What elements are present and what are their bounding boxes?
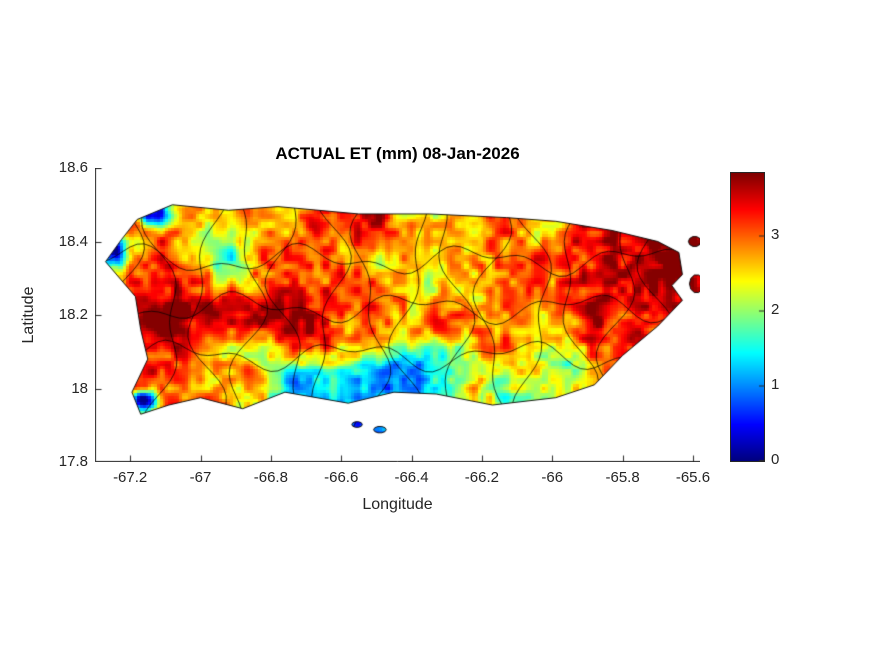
x-axis-label: Longitude (362, 496, 433, 513)
x-tick-label: -67 (189, 469, 212, 486)
x-tick-label: -65.8 (605, 469, 640, 486)
map-canvas (95, 168, 700, 462)
x-tick-label: -67.2 (113, 469, 148, 486)
y-tick-label: 18 (71, 379, 88, 397)
colorbar-tick-label: 1 (771, 376, 780, 393)
y-tick-label: 18.2 (58, 306, 88, 323)
colorbar-tick-label: 2 (771, 301, 780, 318)
x-tick-label: -66.8 (253, 469, 288, 486)
y-tick-label: 18.6 (58, 159, 88, 176)
colorbar (730, 172, 765, 462)
x-tick-label: -66.2 (464, 469, 499, 486)
y-tick-label: 18.4 (58, 232, 88, 250)
colorbar-tick-label: 3 (771, 226, 780, 243)
x-tick-label: -66.4 (394, 469, 429, 486)
colorbar-tick-label: 0 (771, 451, 780, 468)
x-tick-label: -66.6 (324, 469, 359, 486)
y-tick-label: 17.8 (58, 453, 88, 470)
plot-title: ACTUAL ET (mm) 08-Jan-2026 (275, 144, 520, 163)
x-tick-label: -66 (541, 469, 564, 486)
x-tick-label: -65.6 (675, 469, 711, 486)
